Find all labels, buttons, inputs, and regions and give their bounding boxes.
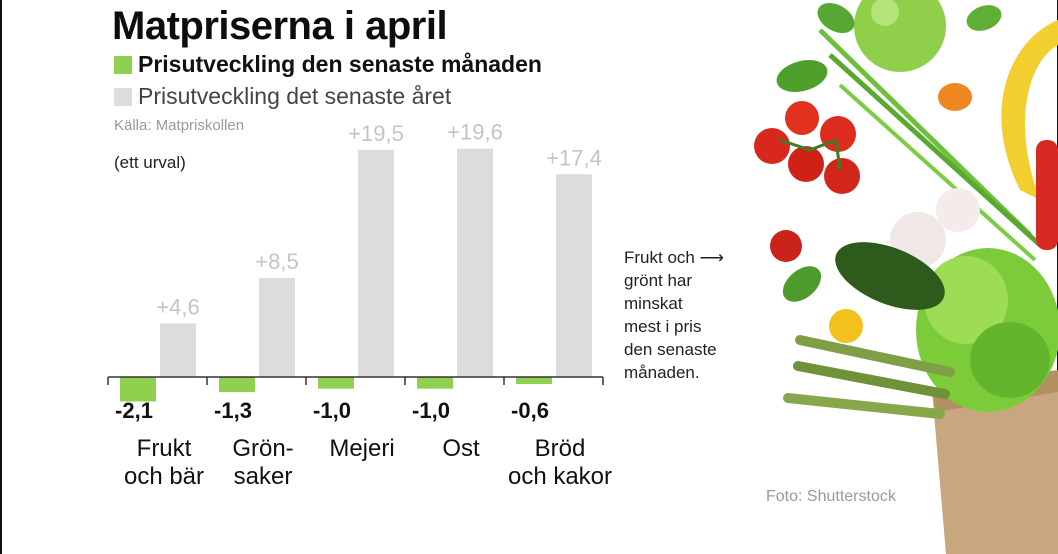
data-label-month: -0,6: [511, 398, 549, 423]
bar-year: [457, 148, 493, 377]
legend-item-year: Prisutveckling det senaste året: [114, 83, 451, 110]
bar-month: [417, 377, 453, 389]
apple-icon: [854, 0, 946, 72]
data-label-year: +4,6: [156, 294, 199, 319]
data-label-year: +17,4: [546, 145, 602, 170]
yellow-tomato-icon: [829, 309, 863, 343]
cherry-tomato-icon: [770, 230, 802, 262]
bar-year: [556, 174, 592, 377]
data-label-year: +8,5: [255, 249, 298, 274]
data-label-month: -1,3: [214, 398, 252, 423]
category-label: saker: [234, 463, 293, 490]
basil-leaf-icon: [776, 60, 828, 92]
category-label: och bär: [124, 463, 204, 490]
paper-bag-icon: [932, 370, 1058, 554]
banana-icon: [1001, 20, 1058, 200]
data-label-month: -2,1: [115, 398, 153, 423]
bar-month: [219, 377, 255, 393]
tomato-icon: [754, 128, 790, 164]
asparagus-icon: [795, 335, 955, 377]
category-label: Mejeri: [329, 435, 394, 462]
category-label: Ost: [442, 435, 480, 462]
orange-tomato-icon: [938, 83, 972, 111]
zucchini-icon: [835, 242, 945, 310]
category-label: Grön-: [232, 435, 293, 462]
annotation-text: Frukt och ⟶ grönt har minskat mest i pri…: [624, 248, 724, 382]
bar-year: [358, 149, 394, 377]
bar-year: [160, 323, 196, 377]
legend-label-month: Prisutveckling den senaste månaden: [138, 51, 542, 77]
chart-title: Matpriserna i april: [112, 4, 448, 48]
green-onion-icon: [818, 28, 1032, 237]
category-label: Frukt: [137, 435, 192, 462]
bar-month: [120, 377, 156, 402]
data-label-year: +19,6: [447, 120, 503, 145]
legend-item-month: Prisutveckling den senaste månaden: [114, 51, 542, 78]
category-label: och kakor: [508, 463, 612, 490]
bar-month: [318, 377, 354, 389]
data-label-month: -1,0: [313, 398, 351, 423]
vegetables-photo: [754, 0, 1058, 554]
bar-year: [259, 277, 295, 377]
legend-swatch-year: [114, 87, 132, 106]
photo-credit: Foto: Shutterstock: [766, 488, 896, 505]
selection-note: (ett urval): [114, 153, 186, 172]
red-pepper-icon: [1036, 140, 1058, 250]
legend-swatch-month: [114, 55, 132, 74]
bar-month: [516, 377, 552, 384]
source-note: Källa: Matpriskollen: [114, 117, 245, 134]
data-label-year: +19,5: [348, 121, 404, 146]
data-label-month: -1,0: [412, 398, 450, 423]
legend-label-year: Prisutveckling det senaste året: [138, 83, 452, 109]
category-label: Bröd: [535, 435, 586, 462]
